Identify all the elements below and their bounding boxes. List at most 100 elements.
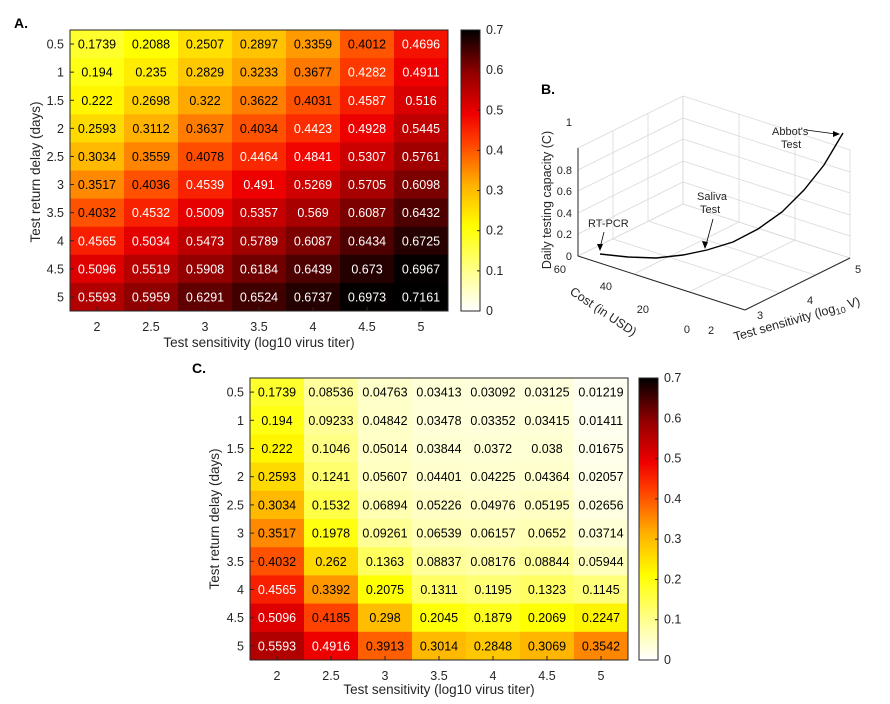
heatmap-panel-c: C. 0.1739 0.08536 0.04763 0.03413 0.03092 0.0… [192, 360, 681, 697]
cell-label: 0.3112 [132, 122, 169, 136]
y-tick-label: 4 [57, 234, 64, 248]
y-tick-label: 2.5 [47, 150, 64, 164]
cell-label: 0.4911 [402, 66, 439, 80]
heatmap-cell [232, 170, 287, 200]
heatmap-cell [394, 58, 449, 87]
cell-label: 0.1195 [474, 583, 511, 597]
y-tick-label: 0.5 [227, 386, 244, 400]
cell-label: 0.3637 [186, 122, 224, 136]
y-tick-label: 3 [237, 527, 244, 541]
heatmap-c-axes: 0.5 1 1.5 2 2.5 3 3.5 4 4.5 5 2 2.5 3 3.5 4 4.5 5 [227, 377, 629, 683]
heatmap-cell [304, 547, 359, 576]
heatmap-cell [70, 282, 125, 312]
cell-label: 0.6524 [240, 290, 278, 304]
cell-label: 0.2593 [78, 122, 116, 136]
heatmap-cell [250, 631, 305, 661]
colorbar-scale [460, 29, 481, 312]
x-tick: 5 [855, 264, 861, 276]
y-tick: 20 [637, 304, 649, 316]
heatmap-cell [304, 519, 359, 548]
heatmap-cell [394, 226, 449, 256]
colorbar-tick-label: 0.5 [486, 103, 503, 117]
heatmap-c-ylabel: Test return delay (days) [207, 448, 222, 589]
cell-label: 0.03844 [416, 442, 461, 456]
heatmap-cell [250, 519, 305, 548]
colorbar-tick-label: 0.2 [486, 224, 503, 238]
line3d-panel-b: B. [540, 81, 862, 344]
heatmap-cell [574, 547, 629, 576]
cell-label: 0.1046 [312, 442, 350, 456]
cell-label: 0.09233 [308, 414, 353, 428]
cell-label: 0.3014 [420, 639, 458, 653]
cell-label: 0.04401 [416, 470, 461, 484]
cell-label: 0.4078 [186, 150, 224, 164]
cell-label: 0.194 [261, 414, 292, 428]
colorbar-tick-label: 0.5 [664, 452, 681, 466]
heatmap-cell [358, 462, 413, 492]
cell-label: 0.5096 [258, 611, 296, 625]
x-tick-label: 4.5 [358, 320, 375, 334]
x-tick-label: 2.5 [142, 320, 159, 334]
heatmap-cell [124, 142, 179, 171]
cell-label: 0.3034 [78, 150, 116, 164]
cell-label: 0.5789 [240, 234, 278, 248]
cell-label: 0.4539 [186, 178, 224, 192]
cell-label: 0.2088 [132, 38, 170, 52]
heatmap-a-axes: 0.5 1 1.5 2 2.5 3 3.5 4 4.5 5 2 2.5 3 3.5 4 4.5 5 [47, 29, 449, 334]
heatmap-a-cells: 0.1739 0.2088 0.2507 0.2897 0.3359 0.4012 0.46… [70, 30, 449, 312]
y-tick-label: 0.5 [47, 38, 64, 52]
heatmap-cell [574, 519, 629, 548]
z-tick: 0.8 [557, 165, 572, 177]
cell-label: 0.1978 [312, 527, 350, 541]
annotation-abbot-test: Test [781, 139, 801, 151]
cell-label: 0.3392 [312, 583, 350, 597]
cell-label: 0.06539 [416, 527, 461, 541]
cell-label: 0.038 [531, 442, 562, 456]
y-tick: 0 [684, 324, 690, 336]
heatmap-cell [124, 114, 179, 143]
annotation-rtpcr: RT-PCR [588, 218, 629, 230]
x-tick-label: 5 [418, 320, 425, 334]
heatmap-cell [358, 519, 413, 548]
heatmap-cell [412, 603, 467, 633]
cell-label: 0.298 [369, 611, 400, 625]
arrowhead-abbot [833, 131, 840, 137]
cell-label: 0.491 [243, 178, 274, 192]
cell-label: 0.2848 [474, 639, 512, 653]
x-tick-label: 4.5 [538, 669, 555, 683]
heatmap-cell [466, 603, 521, 633]
cell-label: 0.3233 [240, 66, 278, 80]
z-ticks: 0 0.2 0.4 0.6 0.8 1 [557, 117, 572, 263]
cell-label: 0.04225 [470, 470, 515, 484]
heatmap-cell [412, 462, 467, 492]
cell-label: 0.2247 [582, 611, 620, 625]
cell-label: 0.1241 [312, 470, 350, 484]
x-tick-label: 3 [382, 669, 389, 683]
x-tick-label: 5 [598, 669, 605, 683]
heatmap-cell [340, 254, 395, 284]
heatmap-cell [70, 58, 125, 87]
heatmap-cell [394, 86, 449, 115]
cell-label: 0.2897 [240, 38, 278, 52]
annotation-abbot: Abbot's [772, 126, 809, 138]
cell-label: 0.222 [261, 442, 292, 456]
cell-label: 0.3913 [366, 639, 404, 653]
heatmap-cell [286, 254, 341, 284]
z-tick: 0.6 [557, 186, 572, 198]
y-tick: 40 [600, 281, 612, 293]
heatmap-cell [304, 406, 359, 435]
cell-label: 0.6087 [348, 206, 386, 220]
cell-label: 0.05944 [578, 555, 623, 569]
heatmap-cell [232, 142, 287, 171]
colorbar-tick-label: 0.2 [664, 572, 681, 586]
heatmap-cell [520, 603, 575, 633]
heatmap-cell [358, 406, 413, 435]
colorbar-tick-label: 0 [664, 653, 671, 667]
y-tick-label: 2 [57, 122, 64, 136]
heatmap-cell [574, 631, 629, 661]
cell-label: 0.3517 [78, 178, 116, 192]
heatmap-cell [340, 226, 395, 256]
heatmap-cell [178, 254, 233, 284]
cell-label: 0.4587 [348, 94, 386, 108]
heatmap-cell [70, 114, 125, 143]
